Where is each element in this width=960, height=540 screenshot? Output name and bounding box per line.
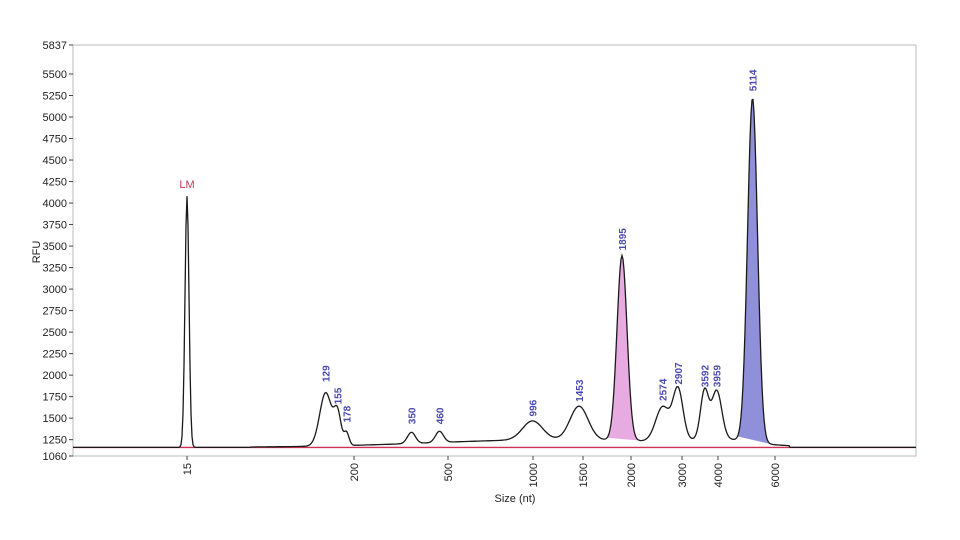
x-tick-label: 1000 <box>528 463 540 487</box>
y-tick-label: 3750 <box>43 220 67 232</box>
y-tick-label: 3250 <box>43 263 67 275</box>
y-tick-label: 2750 <box>43 306 67 318</box>
peak-label-996: 996 <box>529 399 540 416</box>
y-tick-label: 1250 <box>43 435 67 447</box>
x-tick-label: 1500 <box>578 463 590 487</box>
peak-label-1453: 1453 <box>575 379 586 402</box>
x-tick-label: 15 <box>182 463 194 475</box>
peak-fill-5114 <box>737 98 772 445</box>
y-tick-label: 1750 <box>43 392 67 404</box>
y-axis: 1060 1250 1500 1750 2000 2250 2500 2750 3000 3250… <box>43 40 73 463</box>
y-axis-title: RFU <box>31 241 43 264</box>
x-tick-label: 500 <box>443 463 455 481</box>
x-tick-label: 3000 <box>677 463 689 487</box>
x-tick-label: 6000 <box>770 463 782 487</box>
plot-frame <box>72 44 917 457</box>
peak-label-5114: 5114 <box>749 69 760 91</box>
y-tick-label: 4250 <box>43 177 67 189</box>
peak-label-350: 350 <box>407 407 418 424</box>
x-axis: 15 200 500 1000 1500 2000 3000 4000 6000 <box>182 456 782 487</box>
peak-label-129: 129 <box>322 365 333 382</box>
y-tick-label: 5837 <box>43 40 67 52</box>
lower-marker-label: LM <box>179 179 194 191</box>
y-tick-label: 3000 <box>43 284 67 296</box>
peak-fills <box>607 98 772 445</box>
x-tick-label: 2000 <box>626 463 638 487</box>
y-tick-label: 5000 <box>43 112 67 124</box>
peak-fill-1895 <box>607 255 641 441</box>
x-axis-title: Size (nt) <box>495 493 536 505</box>
peak-label-1895: 1895 <box>618 228 629 251</box>
x-tick-label: 200 <box>349 463 361 481</box>
peak-label-178: 178 <box>342 405 353 422</box>
peak-label-2574: 2574 <box>659 378 670 401</box>
peak-label-155: 155 <box>334 387 345 404</box>
y-tick-label: 2000 <box>43 370 67 382</box>
y-tick-label: 1500 <box>43 413 67 425</box>
y-tick-label: 2500 <box>43 327 67 339</box>
y-tick-label: 4000 <box>43 198 67 210</box>
peak-label-3592: 3592 <box>701 365 712 388</box>
trace-line <box>73 98 916 449</box>
y-tick-label: 5250 <box>43 91 67 103</box>
peak-label-3959: 3959 <box>713 365 724 388</box>
y-tick-label: 4500 <box>43 155 67 167</box>
y-tick-label: 1060 <box>43 451 67 463</box>
peak-label-2907: 2907 <box>674 362 685 385</box>
y-tick-label: 2250 <box>43 349 67 361</box>
x-tick-label: 4000 <box>713 463 725 487</box>
y-tick-label: 3500 <box>43 241 67 253</box>
trace-layer <box>73 98 916 449</box>
peak-label-460: 460 <box>435 407 446 424</box>
y-tick-label: 4750 <box>43 134 67 146</box>
y-tick-label: 5500 <box>43 69 67 81</box>
